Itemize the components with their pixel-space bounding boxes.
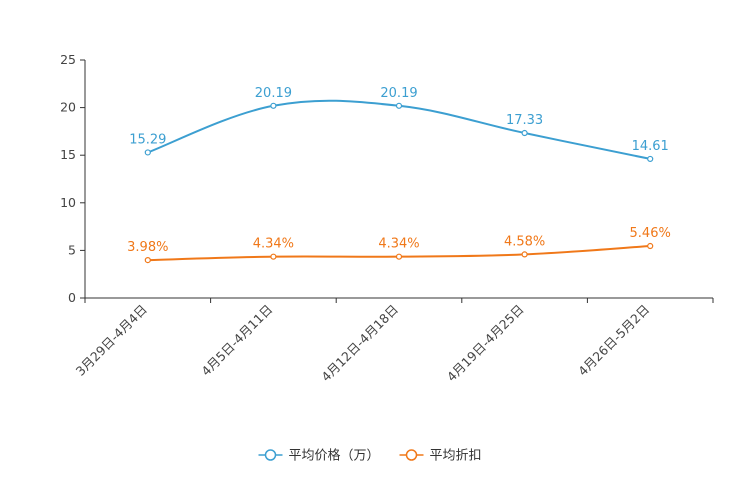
data-point[interactable] [144,149,151,156]
y-tick-label: 15 [60,147,76,162]
x-tick-label: 4月19日-4月25日 [444,302,527,385]
data-label: 20.19 [255,86,292,101]
data-point[interactable] [395,253,403,260]
x-tick-label: 4月26日-5月2日 [575,302,652,379]
x-tick-label: 4月12日-4月18日 [318,302,401,385]
data-label: 4.34% [378,237,419,252]
axes: 0 5 10 15 20 25 3月29日-4月4日 4月5日-4月11日 4月12日-4月18… [60,52,714,385]
data-point[interactable] [270,253,277,260]
data-point[interactable] [521,251,528,258]
data-label: 20.19 [380,86,417,101]
y-tick-label: 25 [60,52,76,67]
series-layer: 15.29 20.19 20.19 17.33 14.61 3.98% 4.34% 4.34%… [127,86,671,264]
legend-item[interactable]: 平均价格（万） [258,448,380,464]
legend-marker-icon [405,449,418,461]
data-label: 4.58% [504,234,545,249]
x-tick-label: 4月5日-4月11日 [198,302,275,379]
series-1: 15.29 20.19 20.19 17.33 14.61 [129,86,669,163]
legend-label: 平均折扣 [430,449,482,464]
legend-item[interactable]: 平均折扣 [399,449,482,464]
data-point[interactable] [647,242,654,250]
y-tick-label: 0 [68,290,76,305]
data-point[interactable] [521,129,528,137]
series-2: 3.98% 4.34% 4.34% 4.58% 5.46% [127,226,671,264]
data-label: 15.29 [129,132,166,147]
data-label: 3.98% [127,240,168,255]
y-tick-label: 10 [60,195,76,210]
series-line[interactable] [147,99,651,160]
data-label: 17.33 [506,113,543,128]
data-point[interactable] [395,102,403,109]
data-label: 4.34% [253,237,294,252]
legend-label: 平均价格（万） [289,448,380,464]
data-point[interactable] [647,155,654,163]
y-tick-label: 5 [68,242,76,257]
data-label: 14.61 [632,139,669,154]
data-point[interactable] [144,257,151,264]
data-point[interactable] [270,102,277,109]
x-tick-label: 3月29日-4月4日 [73,302,150,379]
legend[interactable]: 平均价格（万） 平均折扣 [258,448,482,464]
legend-marker-icon [264,449,277,461]
data-label: 5.46% [630,226,671,241]
y-tick-label: 20 [60,100,76,115]
